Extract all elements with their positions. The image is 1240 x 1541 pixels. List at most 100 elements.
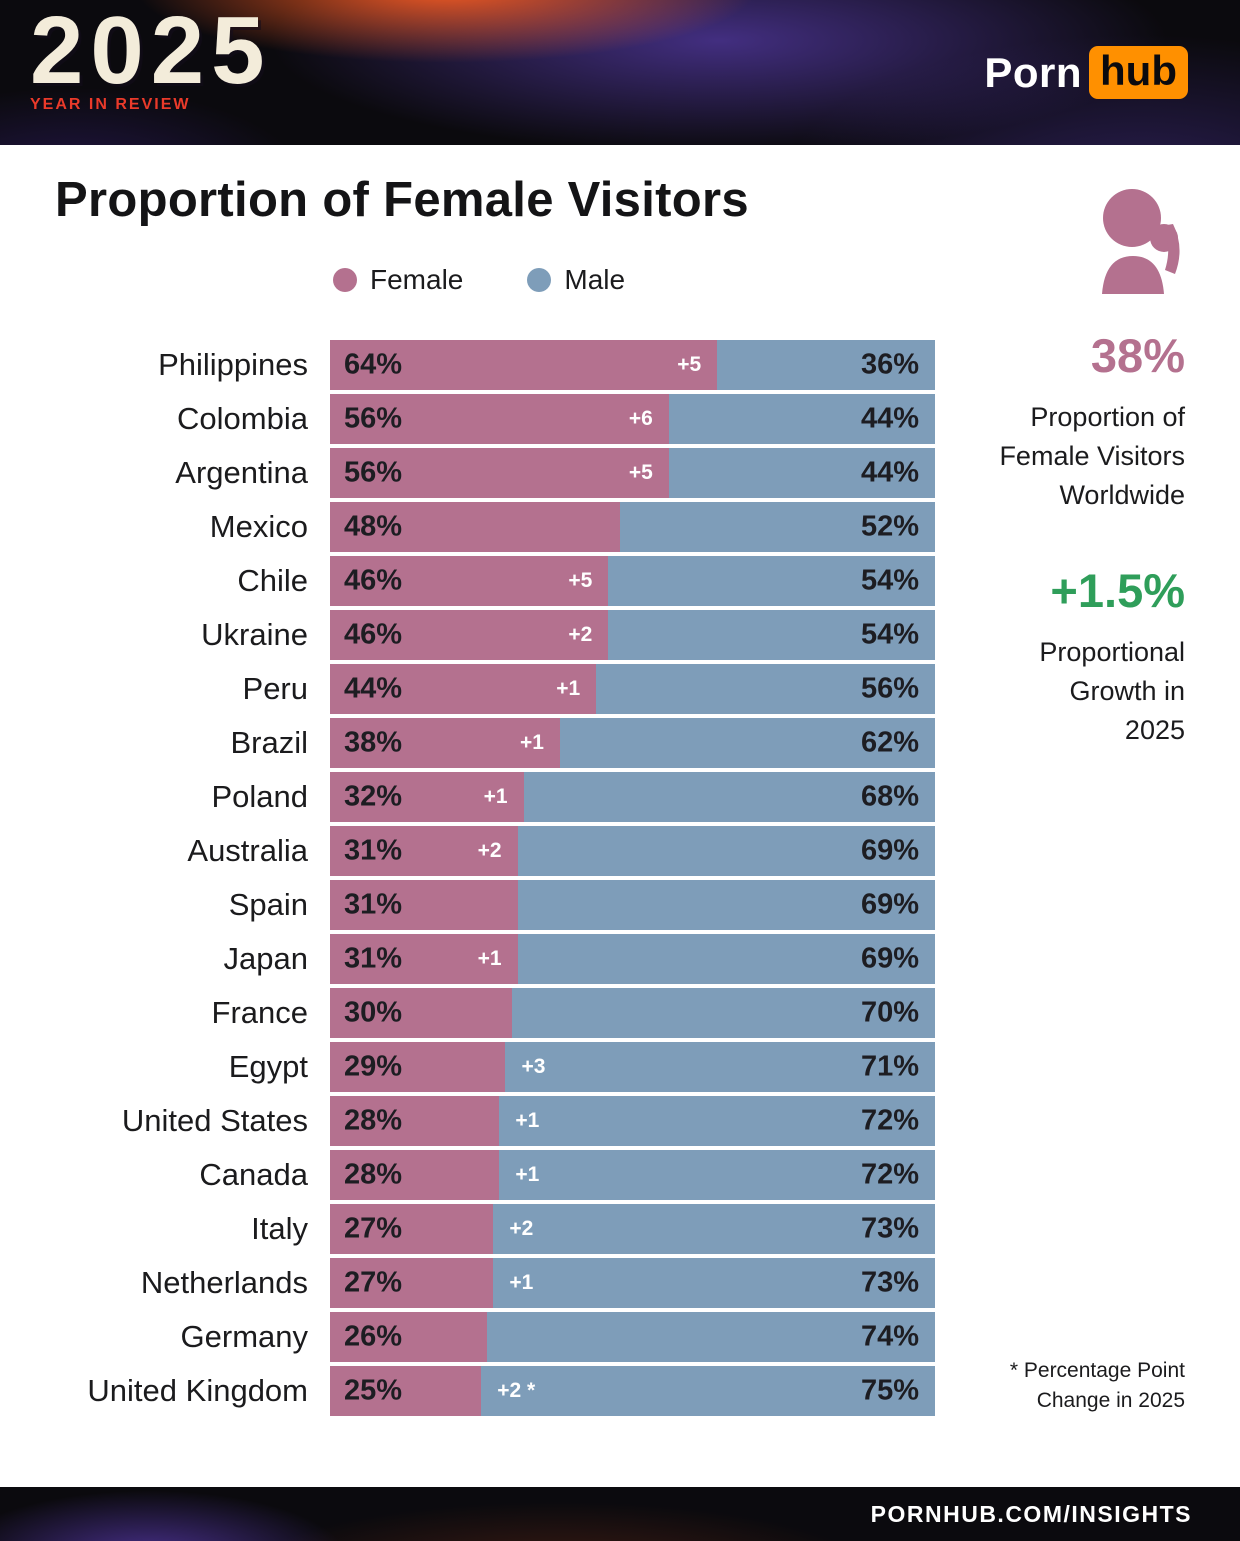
change-badge: +1 [477,947,502,970]
female-legend-dot-icon [333,268,357,292]
year-in-review-logo: 2025 YEAR IN REVIEW [30,2,272,114]
female-value: 46% [344,618,403,651]
female-share-value: 38% [1090,329,1185,382]
change-badge: +1 [519,731,544,754]
female-value: 56% [344,402,403,435]
male-bar-segment: 72% +1 [499,1096,935,1146]
country-label: Germany [180,1319,308,1354]
stacked-bar: 25% 75% +2 * [330,1366,935,1416]
female-value: 28% [344,1104,403,1137]
chart-row: Egypt 29% 71% +3 [15,1040,935,1094]
change-badge: +1 [515,1109,540,1132]
female-legend-label: Female [370,264,464,295]
chart-row: Germany 26% 74% [15,1310,935,1364]
female-head-silhouette-icon [1085,182,1185,294]
female-bar-segment: 44% +1 [330,664,597,714]
female-value: 56% [344,456,403,489]
female-value: 31% [344,834,403,867]
stacked-bar: 32% +1 68% [330,772,935,822]
stacked-bar: 28% 72% +1 [330,1150,935,1200]
country-label: Canada [199,1157,308,1192]
female-value: 38% [344,726,403,759]
male-bar-segment: 68% [523,772,935,822]
male-value: 69% [860,834,919,867]
male-bar-segment: 36% [717,340,935,390]
logo-subtitle-text: YEAR IN REVIEW [30,95,191,113]
country-label: Egypt [228,1049,308,1084]
male-value: 73% [860,1266,919,1299]
country-label: France [211,995,308,1030]
stacked-bar: 31% 69% [330,880,935,930]
male-bar-segment: 70% [511,988,935,1038]
change-badge: +1 [483,785,508,808]
chart-row: Poland 32% +1 68% [15,770,935,824]
change-badge: +5 [677,353,702,376]
stacked-bar: 44% +1 56% [330,664,935,714]
change-badge: +5 [628,461,653,484]
male-bar-segment: 74% [487,1312,935,1362]
female-value: 28% [344,1158,403,1191]
male-bar-segment: 56% [596,664,935,714]
male-legend-dot-icon [527,268,552,292]
change-badge: +5 [568,569,593,592]
female-bar-segment: 38% +1 [330,718,560,768]
male-bar-segment: 69% [517,934,935,984]
chart-row: Mexico 48% 52% [15,500,935,554]
country-label: Ukraine [201,617,308,652]
footnote: * Percentage Point Change in 2025 [1009,1359,1185,1413]
country-label: Peru [242,671,308,706]
chart-row: Ukraine 46% +2 54% [15,608,935,662]
male-value: 69% [860,942,919,975]
footer-url: PORNHUB.COM/INSIGHTS [870,1500,1192,1527]
male-legend-label: Male [564,264,626,295]
female-value: 46% [344,564,403,597]
change-badge: +2 [509,1217,534,1240]
header: 2025 YEAR IN REVIEW Porn hub [0,0,1240,145]
growth-value: +1.5% [1050,564,1185,618]
country-label: Philippines [158,347,308,382]
chart-row: Spain 31% 69% [15,878,935,932]
stacked-bar: 48% 52% [330,502,935,552]
stacked-bar-chart: Philippines 64% +5 36% Colombia 56% +6 44% Argen… [15,338,935,1418]
country-label: Australia [187,833,308,868]
stacked-bar: 46% +2 54% [330,610,935,660]
stats-sidebar: 38% Proportion of Female Visitors Worldw… [953,330,1185,750]
country-label: Netherlands [140,1265,308,1300]
brand-text-hub: hub [1089,46,1188,99]
female-share-caption: Proportion of Female Visitors Worldwide [999,401,1185,510]
male-value: 69% [860,888,919,921]
country-label: United States [121,1103,308,1138]
male-bar-segment: 44% [668,448,935,498]
male-value: 72% [860,1104,919,1137]
female-value: 26% [344,1320,403,1353]
chart-row: Australia 31% +2 69% [15,824,935,878]
footer: PORNHUB.COM/INSIGHTS [0,1487,1240,1541]
chart-row: Chile 46% +5 54% [15,554,935,608]
female-value: 32% [344,780,403,813]
male-bar-segment: 75% +2 * [481,1366,935,1416]
male-value: 52% [860,510,919,543]
stacked-bar: 28% 72% +1 [330,1096,935,1146]
country-label: Poland [211,779,308,814]
male-bar-segment: 52% [620,502,935,552]
male-bar-segment: 69% [517,826,935,876]
female-bar-segment: 30% [330,988,512,1038]
female-value: 25% [344,1374,403,1407]
female-value: 29% [344,1050,403,1083]
male-value: 70% [860,996,919,1029]
male-bar-segment: 54% [608,556,935,606]
male-value: 74% [860,1320,919,1353]
stacked-bar: 29% 71% +3 [330,1042,935,1092]
country-label: Mexico [209,509,308,544]
stacked-bar: 38% +1 62% [330,718,935,768]
country-label: Chile [237,563,308,598]
male-bar-segment: 44% [668,394,935,444]
chart-row: France 30% 70% [15,986,935,1040]
female-bar-segment: 27% [330,1258,494,1308]
stacked-bar: 27% 73% +1 [330,1258,935,1308]
country-label: United Kingdom [87,1373,308,1408]
female-bar-segment: 28% [330,1096,500,1146]
stacked-bar: 27% 73% +2 [330,1204,935,1254]
female-value: 44% [344,672,403,705]
